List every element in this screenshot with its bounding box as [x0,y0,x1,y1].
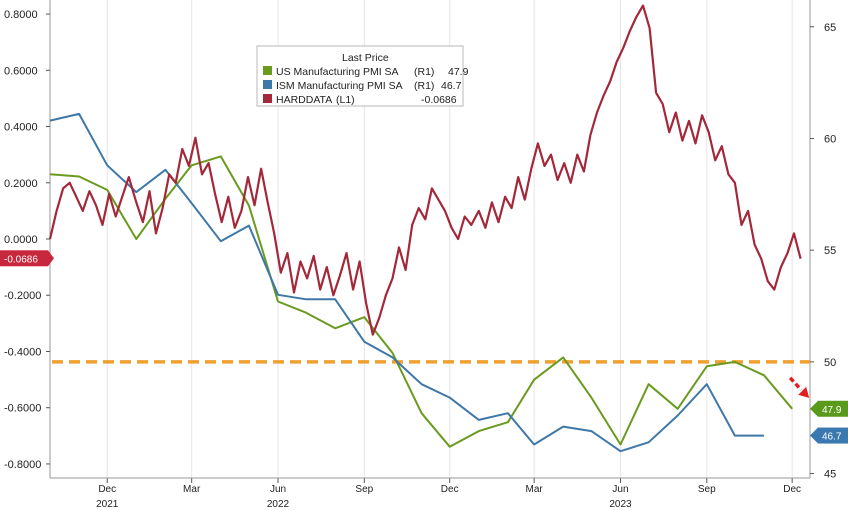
x-tick-label: Jun [612,484,628,495]
x-tick-label: Jun [270,484,286,495]
value-tag-harddata: -0.0686 [0,250,54,267]
value-tag-pmi: 47.9 [810,400,848,417]
legend-value-ism-pmi: 46.7 [441,80,462,92]
axes: Dec Mar Jun Sep Dec Mar Jun Sep Dec 2021 2022 2023 0… [4,0,836,510]
legend-axis-harddata: (L1) [336,94,355,106]
x-tick-label: Mar [183,484,201,495]
left-tick-label: -0.2000 [4,290,41,302]
left-tick-label: -0.8000 [4,459,41,471]
value-tag-bg [0,250,48,267]
left-tick-label: 0.4000 [4,122,38,134]
value-tag-pointer [48,250,54,267]
x-tick-label: Sep [355,484,373,495]
legend-axis-us-pmi: (R1) [414,66,434,78]
x-year-label: 2021 [96,499,119,510]
right-tick-label: 65 [824,22,836,34]
value-tag-bg [818,400,848,417]
x-tick-label: Dec [783,484,801,495]
left-tick-label: 0.0000 [4,234,38,246]
legend-label-us-pmi: US Manufacturing PMI SA [276,66,399,78]
left-tick-label: 0.8000 [4,9,38,21]
right-tick-label: 45 [824,469,836,481]
left-tick-label: -0.4000 [4,346,41,358]
value-tag-pointer [810,400,818,417]
x-tick-label: Dec [441,484,459,495]
left-tick-label: 0.2000 [4,178,38,190]
left-tick-label: 0.6000 [4,65,38,77]
legend-label-harddata: HARDDATA [276,94,332,106]
value-tag-text: 47.9 [822,405,842,416]
value-tag-text: 46.7 [822,432,842,443]
legend-value-harddata: -0.0686 [421,94,457,106]
value-tag-pmi: 46.7 [810,427,848,444]
legend-swatch-us-pmi [263,66,272,75]
legend-value-us-pmi: 47.9 [448,66,469,78]
series-line-harddata [48,4,802,336]
x-year-label: 2022 [267,499,290,510]
legend-label-ism-pmi: ISM Manufacturing PMI SA [276,80,403,92]
legend-axis-ism-pmi: (R1) [414,80,434,92]
legend-swatch-ism-pmi [263,80,272,89]
trend-arrow-shaft [788,376,803,392]
series-layer [48,4,802,453]
trend-arrow-head [798,386,810,398]
x-tick-label: Mar [526,484,544,495]
series-line-us-manufacturing-pmi-sa [49,155,793,448]
legend-box [256,45,464,107]
value-tag-layer: -0.0686 47.9 46.7 [0,250,848,444]
x-tick-label: Dec [98,484,116,495]
legend: Last Price US Manufacturing PMI SA (R1) … [256,45,469,107]
x-year-label: 2023 [609,499,632,510]
legend-swatch-harddata [263,94,272,103]
left-tick-label: -0.6000 [4,403,41,415]
value-tag-pointer [810,427,818,444]
legend-title: Last Price [342,52,389,64]
right-tick-label: 60 [824,133,836,145]
value-tag-text: -0.0686 [4,254,38,265]
right-tick-label: 55 [824,245,836,257]
value-tag-bg [818,427,848,444]
x-tick-label: Sep [698,484,716,495]
trend-arrow-layer [788,376,810,398]
right-tick-label: 50 [824,357,836,369]
